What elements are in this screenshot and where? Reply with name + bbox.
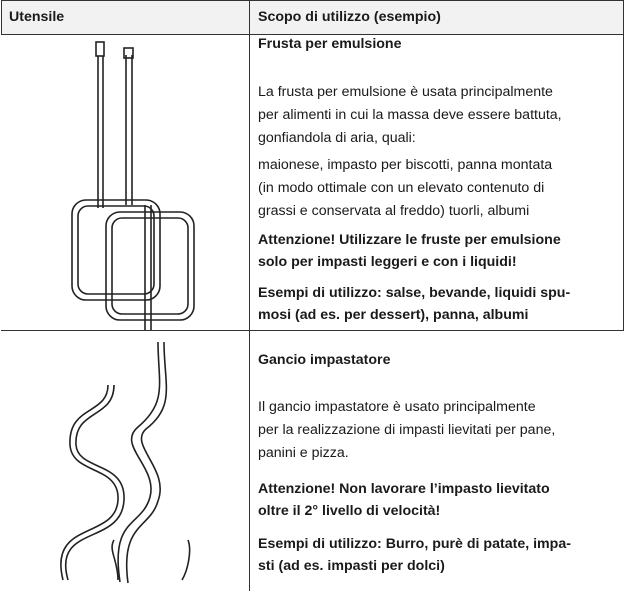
- border: [1, 0, 624, 1]
- text-line: per alimenti in cui la massa deve essere…: [258, 107, 562, 123]
- text-line: solo per impasti leggeri e con i liquidi…: [258, 253, 517, 270]
- border: [249, 0, 250, 591]
- text-line: Attenzione! Utilizzare le fruste per emu…: [258, 232, 561, 248]
- text-line: Il gancio impastatore è usato principalm…: [258, 399, 536, 415]
- header-cell: Utensile: [9, 9, 65, 25]
- border: [623, 0, 624, 331]
- text-line: mosi (ad es. per dessert), panna, albumi: [258, 306, 529, 323]
- text-line: (in modo ottimale con un elevato contenu…: [258, 180, 545, 196]
- text-line: panini e pizza.: [258, 445, 349, 461]
- text-line: sti (ad es. impasti per dolci): [258, 557, 445, 574]
- text-line: Attenzione! Non lavorare l’impasto lievi…: [258, 481, 550, 497]
- header-cell: Scopo di utilizzo (esempio): [258, 9, 441, 25]
- header-bg: [1, 1, 624, 34]
- text-line: gonfiandola di aria, quali:: [258, 130, 416, 146]
- tool-illustrations: [60, 41, 195, 584]
- row-title: Frusta per emulsione: [258, 36, 402, 52]
- text-line: maionese, impasto per biscotti, panna mo…: [258, 157, 553, 173]
- border: [1, 34, 624, 35]
- text-line: Esempi di utilizzo: Burro, purè di patat…: [258, 536, 571, 552]
- text-line: La frusta per emulsione è usata principa…: [258, 84, 553, 100]
- text-line: per la realizzazione di impasti lievitat…: [258, 422, 556, 438]
- border: [1, 0, 2, 34]
- text-line: grassi e conservata al freddo) tuorli, a…: [258, 203, 530, 219]
- row-title: Gancio impastatore: [258, 352, 391, 368]
- text-line: Esempi di utilizzo: salse, bevande, liqu…: [258, 285, 571, 301]
- text-line: oltre il 2° livello di velocità!: [258, 502, 441, 519]
- whisk: [71, 41, 195, 330]
- dough-hook: [60, 341, 191, 584]
- border: [1, 330, 624, 331]
